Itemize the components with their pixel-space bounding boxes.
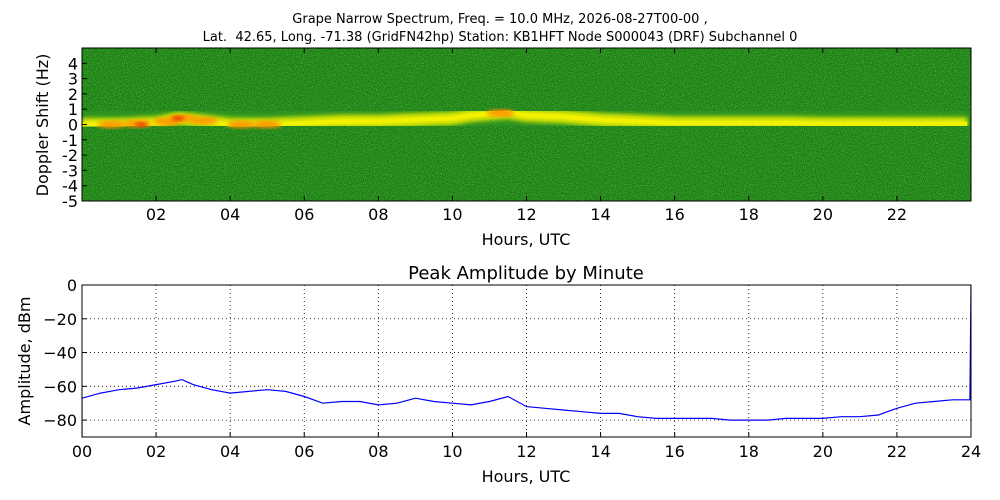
spectrogram-y-tick-label: 0 [68, 116, 78, 135]
spectrogram-x-tick-label: 12 [516, 205, 536, 224]
signal-peak-spot [135, 122, 148, 127]
spectrogram-y-label: Doppler Shift (Hz) [33, 54, 52, 197]
amplitude-y-tick-label: −20 [43, 310, 77, 329]
amplitude-x-tick-label: 10 [442, 442, 462, 461]
spectrogram-x-tick-label: 02 [146, 205, 166, 224]
spectrogram-x-tick-label: 16 [664, 205, 684, 224]
spectrogram-x-tick-label: 04 [220, 205, 240, 224]
spectrogram-y-tick-label: 1 [68, 100, 78, 119]
amplitude-y-tick-label: −80 [43, 411, 77, 430]
amplitude-x-tick-label: 16 [664, 442, 684, 461]
amplitude-x-tick-label: 00 [72, 442, 92, 461]
amplitude-x-tick-label: 20 [813, 442, 833, 461]
amplitude-x-tick-label: 18 [739, 442, 759, 461]
spectrogram-y-tick-label: -3 [62, 161, 78, 180]
signal-peak-spot [172, 115, 185, 121]
spectrogram-y-tick-label: -4 [62, 177, 78, 196]
figure-title-line-1: Grape Narrow Spectrum, Freq. = 10.0 MHz,… [292, 12, 708, 27]
figure-title-line-2: Lat. 42.65, Long. -71.38 (GridFN42hp) St… [202, 30, 798, 45]
amplitude-x-ticks: 00 02 04 06 08 10 12 14 16 18 20 22 24 [72, 432, 981, 461]
amplitude-panel: Peak Amplitude by Minute 00 02 04 06 08 10 12 1… [15, 263, 981, 486]
amplitude-x-tick-label: 02 [146, 442, 166, 461]
spectrogram-x-tick-label: 14 [590, 205, 610, 224]
amplitude-y-tick-label: −60 [43, 377, 77, 396]
spectrogram-y-tick-label: 3 [68, 70, 78, 89]
spectrogram-y-tick-label: 4 [68, 54, 78, 73]
spectrogram-x-tick-label: 22 [887, 205, 907, 224]
signal-hotspot [486, 109, 515, 118]
amplitude-x-tick-label: 08 [368, 442, 388, 461]
signal-hotspot [227, 120, 256, 129]
amplitude-x-tick-label: 06 [294, 442, 314, 461]
amplitude-y-ticks: 0 −20 −40 −60 −80 [43, 276, 87, 430]
spectrogram-x-tick-label: 10 [442, 205, 462, 224]
amplitude-x-tick-label: 22 [887, 442, 907, 461]
spectrogram-signal [82, 95, 968, 142]
amplitude-x-label: Hours, UTC [482, 467, 571, 486]
amplitude-x-tick-label: 04 [220, 442, 240, 461]
spectrogram-y-tick-label: -5 [62, 192, 78, 211]
amplitude-y-tick-label: 0 [67, 276, 77, 295]
spectrogram-y-tick-label: -1 [62, 131, 78, 150]
spectrogram-x-tick-label: 18 [739, 205, 759, 224]
signal-hotspot [97, 120, 126, 129]
spectrogram-x-tick-label: 20 [813, 205, 833, 224]
amplitude-x-tick-label: 12 [516, 442, 536, 461]
amplitude-y-label: Amplitude, dBm [15, 297, 34, 426]
spectrogram-y-tick-label: 2 [68, 85, 78, 104]
spectrogram-y-tick-label: -2 [62, 146, 78, 165]
amplitude-y-tick-label: −40 [43, 344, 77, 363]
signal-hotspot [253, 120, 282, 129]
spectrogram-x-ticks: 02 04 06 08 10 12 14 16 18 20 22 [146, 48, 907, 224]
amplitude-chart-title: Peak Amplitude by Minute [408, 263, 644, 284]
amplitude-series-line [82, 285, 971, 437]
spectrogram-x-label: Hours, UTC [482, 230, 571, 249]
amplitude-x-tick-label: 14 [590, 442, 610, 461]
spectrogram-x-tick-label: 08 [368, 205, 388, 224]
signal-hotspot [190, 116, 219, 125]
amplitude-x-tick-label: 24 [961, 442, 981, 461]
spectrogram-x-tick-label: 06 [294, 205, 314, 224]
